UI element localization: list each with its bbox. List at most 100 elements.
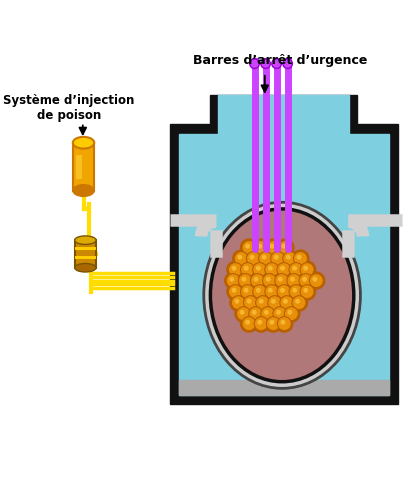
Circle shape	[275, 260, 293, 279]
Circle shape	[234, 299, 239, 304]
Circle shape	[252, 315, 270, 333]
Circle shape	[287, 310, 292, 315]
Circle shape	[292, 296, 306, 310]
Circle shape	[229, 285, 242, 299]
Circle shape	[264, 238, 282, 257]
Circle shape	[266, 317, 280, 331]
Circle shape	[236, 307, 251, 321]
Circle shape	[287, 260, 305, 279]
Circle shape	[309, 273, 323, 287]
Circle shape	[264, 310, 269, 315]
Circle shape	[283, 299, 288, 304]
Circle shape	[275, 283, 293, 301]
Circle shape	[251, 260, 269, 279]
Circle shape	[281, 320, 285, 325]
Circle shape	[239, 260, 257, 279]
Circle shape	[259, 299, 264, 304]
Bar	[73, 143, 94, 191]
Circle shape	[294, 252, 307, 266]
Circle shape	[244, 288, 249, 293]
Circle shape	[257, 320, 262, 325]
Circle shape	[257, 243, 262, 249]
Circle shape	[259, 252, 273, 266]
Circle shape	[292, 266, 297, 271]
Circle shape	[290, 293, 308, 312]
Circle shape	[290, 277, 295, 282]
Circle shape	[253, 263, 266, 276]
Bar	[75, 256, 96, 259]
Circle shape	[229, 277, 234, 282]
Bar	[75, 240, 96, 268]
Circle shape	[292, 288, 297, 293]
Circle shape	[231, 266, 236, 271]
Circle shape	[245, 243, 250, 249]
Circle shape	[291, 249, 310, 268]
Text: Système d’injection
de poison: Système d’injection de poison	[3, 94, 135, 122]
Circle shape	[303, 288, 308, 293]
Circle shape	[272, 59, 281, 68]
Circle shape	[271, 304, 289, 323]
Circle shape	[259, 304, 277, 323]
Circle shape	[277, 317, 291, 331]
Circle shape	[224, 272, 242, 290]
Circle shape	[283, 59, 292, 68]
Circle shape	[240, 310, 244, 315]
Circle shape	[287, 283, 305, 301]
Circle shape	[229, 293, 248, 312]
Circle shape	[266, 293, 284, 312]
Circle shape	[256, 266, 261, 271]
Circle shape	[281, 249, 299, 268]
Circle shape	[231, 288, 236, 293]
Circle shape	[269, 243, 274, 249]
Text: Barres d’arrêt d’urgence: Barres d’arrêt d’urgence	[193, 54, 367, 67]
Circle shape	[277, 263, 291, 276]
Ellipse shape	[75, 263, 96, 272]
Circle shape	[298, 283, 316, 301]
Ellipse shape	[73, 137, 94, 149]
Circle shape	[271, 299, 276, 304]
Circle shape	[283, 252, 297, 266]
Bar	[76, 155, 82, 179]
Circle shape	[263, 273, 276, 287]
Circle shape	[285, 272, 303, 290]
Circle shape	[298, 260, 316, 279]
Circle shape	[261, 59, 270, 68]
Circle shape	[226, 283, 245, 301]
Circle shape	[300, 285, 314, 299]
Circle shape	[244, 296, 257, 310]
Ellipse shape	[204, 202, 360, 388]
Circle shape	[299, 273, 313, 287]
Circle shape	[256, 288, 261, 293]
Circle shape	[268, 266, 273, 271]
Bar	[219, 95, 349, 155]
Circle shape	[289, 263, 303, 276]
Circle shape	[280, 288, 285, 293]
Circle shape	[271, 252, 285, 266]
Circle shape	[266, 277, 271, 282]
Circle shape	[239, 283, 257, 301]
Circle shape	[226, 260, 245, 279]
Circle shape	[232, 249, 251, 268]
Circle shape	[256, 296, 270, 310]
Circle shape	[278, 277, 283, 282]
Circle shape	[276, 238, 294, 257]
Circle shape	[226, 273, 240, 287]
Circle shape	[249, 255, 254, 259]
Ellipse shape	[73, 185, 94, 197]
Circle shape	[240, 315, 258, 333]
Circle shape	[249, 307, 263, 321]
Bar	[179, 380, 389, 394]
Circle shape	[287, 273, 301, 287]
Circle shape	[261, 307, 275, 321]
Circle shape	[241, 293, 260, 312]
Circle shape	[241, 263, 254, 276]
Circle shape	[237, 255, 242, 259]
Circle shape	[277, 285, 291, 299]
Circle shape	[253, 285, 266, 299]
Circle shape	[236, 272, 254, 290]
Circle shape	[307, 272, 326, 290]
Circle shape	[254, 293, 272, 312]
Circle shape	[274, 255, 279, 259]
Circle shape	[269, 320, 274, 325]
Circle shape	[260, 272, 279, 290]
